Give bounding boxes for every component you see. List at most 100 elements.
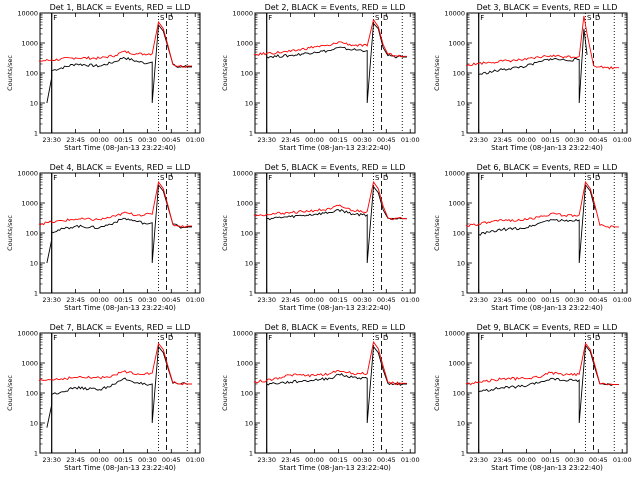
plot-frame — [254, 332, 416, 454]
y-tick-label: 1000 — [448, 200, 465, 208]
panel-title: Det 5, BLACK = Events, RED = LLD — [265, 163, 406, 172]
x-tick-label: 01:00 — [613, 456, 632, 464]
lld-series-line — [253, 180, 407, 221]
x-tick-label: 00:15 — [114, 456, 133, 464]
x-tick-label: 00:15 — [114, 296, 133, 304]
x-tick-label: 00:30 — [353, 456, 372, 464]
event-marker-label: S — [160, 334, 165, 342]
y-axis-label: Counts/sec — [221, 55, 229, 91]
x-tick-label: 00:00 — [517, 296, 536, 304]
y-axis-label: Counts/sec — [433, 55, 441, 91]
y-tick-label: 10 — [245, 100, 253, 108]
x-axis-label: Start Time (08-Jan-13 23:22:40) — [64, 144, 176, 152]
x-tick-label: 23:30 — [257, 296, 276, 304]
plot-frame — [39, 172, 201, 294]
x-tick-label: 00:15 — [329, 136, 348, 144]
x-tick-label: 01:00 — [401, 136, 420, 144]
x-axis-label: Start Time (08-Jan-13 23:22:40) — [491, 144, 603, 152]
detector-panel-3: Det 3, BLACK = Events, RED = LLD 1 10 100 10… — [433, 3, 632, 152]
x-tick-label: 23:45 — [66, 296, 85, 304]
y-tick-label: 100 — [453, 230, 465, 238]
y-tick-label: 10000 — [232, 330, 253, 338]
x-tick-label: 23:45 — [493, 456, 512, 464]
y-tick-label: 1000 — [448, 360, 465, 368]
event-marker-label: D — [168, 334, 173, 342]
x-tick-label: 23:30 — [42, 296, 61, 304]
y-tick-label: 100 — [26, 230, 38, 238]
y-tick-label: 1000 — [236, 40, 253, 48]
event-marker-label: F — [53, 14, 57, 22]
x-axis-label: Start Time (08-Jan-13 23:22:40) — [279, 144, 391, 152]
event-marker-label: F — [53, 334, 57, 342]
event-marker-label: D — [595, 174, 600, 182]
x-tick-label: 23:45 — [281, 456, 300, 464]
y-tick-label: 100 — [241, 230, 253, 238]
event-marker-label: D — [168, 174, 173, 182]
y-tick-label: 100 — [241, 70, 253, 78]
y-tick-label: 1 — [249, 450, 253, 458]
x-tick-label: 23:45 — [493, 296, 512, 304]
event-marker-label: D — [168, 14, 173, 22]
y-tick-label: 1000 — [236, 200, 253, 208]
y-tick-label: 10000 — [444, 330, 465, 338]
panel-title: Det 7, BLACK = Events, RED = LLD — [50, 323, 191, 332]
x-tick-label: 00:00 — [90, 456, 109, 464]
plot-frame — [39, 12, 201, 134]
x-tick-label: 00:30 — [565, 136, 584, 144]
event-marker-label: D — [595, 14, 600, 22]
x-tick-label: 00:45 — [377, 136, 396, 144]
y-tick-label: 10 — [457, 260, 465, 268]
x-tick-label: 23:30 — [42, 456, 61, 464]
event-marker-label: S — [587, 174, 592, 182]
y-tick-label: 10 — [30, 100, 38, 108]
event-marker-label: S — [160, 174, 165, 182]
lld-series-line — [253, 340, 407, 386]
x-tick-label: 00:00 — [90, 136, 109, 144]
x-tick-label: 00:30 — [138, 296, 157, 304]
y-tick-label: 10000 — [17, 330, 38, 338]
lld-series-line — [253, 18, 407, 58]
x-tick-label: 23:45 — [66, 456, 85, 464]
y-tick-label: 10000 — [444, 10, 465, 18]
event-marker-label: F — [268, 174, 272, 182]
x-tick-label: 00:00 — [90, 296, 109, 304]
event-marker-label: F — [480, 334, 484, 342]
y-tick-label: 10 — [457, 420, 465, 428]
x-tick-label: 00:30 — [565, 296, 584, 304]
x-tick-label: 23:30 — [469, 456, 488, 464]
event-marker-label: S — [375, 334, 380, 342]
lld-series-line — [465, 180, 619, 229]
y-tick-label: 1000 — [21, 40, 38, 48]
x-tick-label: 00:30 — [138, 456, 157, 464]
events-series-line — [478, 28, 588, 104]
event-marker-label: S — [375, 174, 380, 182]
x-tick-label: 00:45 — [162, 456, 181, 464]
x-tick-label: 01:00 — [401, 296, 420, 304]
y-tick-label: 100 — [26, 390, 38, 398]
panel-title: Det 8, BLACK = Events, RED = LLD — [265, 323, 406, 332]
panel-title: Det 4, BLACK = Events, RED = LLD — [50, 163, 191, 172]
y-tick-label: 1 — [461, 130, 465, 138]
x-tick-label: 00:00 — [517, 136, 536, 144]
detector-panel-8: Det 8, BLACK = Events, RED = LLD 1 10 100 10… — [221, 323, 420, 472]
y-tick-label: 10000 — [444, 170, 465, 178]
y-axis-label: Counts/sec — [433, 375, 441, 411]
detector-panel-7: Det 7, BLACK = Events, RED = LLD 1 10 100 10… — [6, 323, 205, 472]
x-tick-label: 00:45 — [377, 456, 396, 464]
x-tick-label: 01:00 — [186, 296, 205, 304]
y-tick-label: 100 — [453, 390, 465, 398]
events-series-line — [46, 345, 192, 428]
x-tick-label: 00:15 — [541, 296, 560, 304]
y-axis-label: Counts/sec — [6, 215, 14, 251]
lld-series-line — [38, 20, 192, 68]
y-tick-label: 100 — [241, 390, 253, 398]
y-tick-label: 100 — [26, 70, 38, 78]
y-tick-label: 1 — [34, 290, 38, 298]
plot-frame — [254, 172, 416, 294]
x-tick-label: 00:30 — [353, 296, 372, 304]
plot-frame — [466, 172, 628, 294]
events-series-line — [266, 185, 407, 264]
x-tick-label: 00:15 — [541, 456, 560, 464]
lld-series-line — [465, 342, 619, 386]
